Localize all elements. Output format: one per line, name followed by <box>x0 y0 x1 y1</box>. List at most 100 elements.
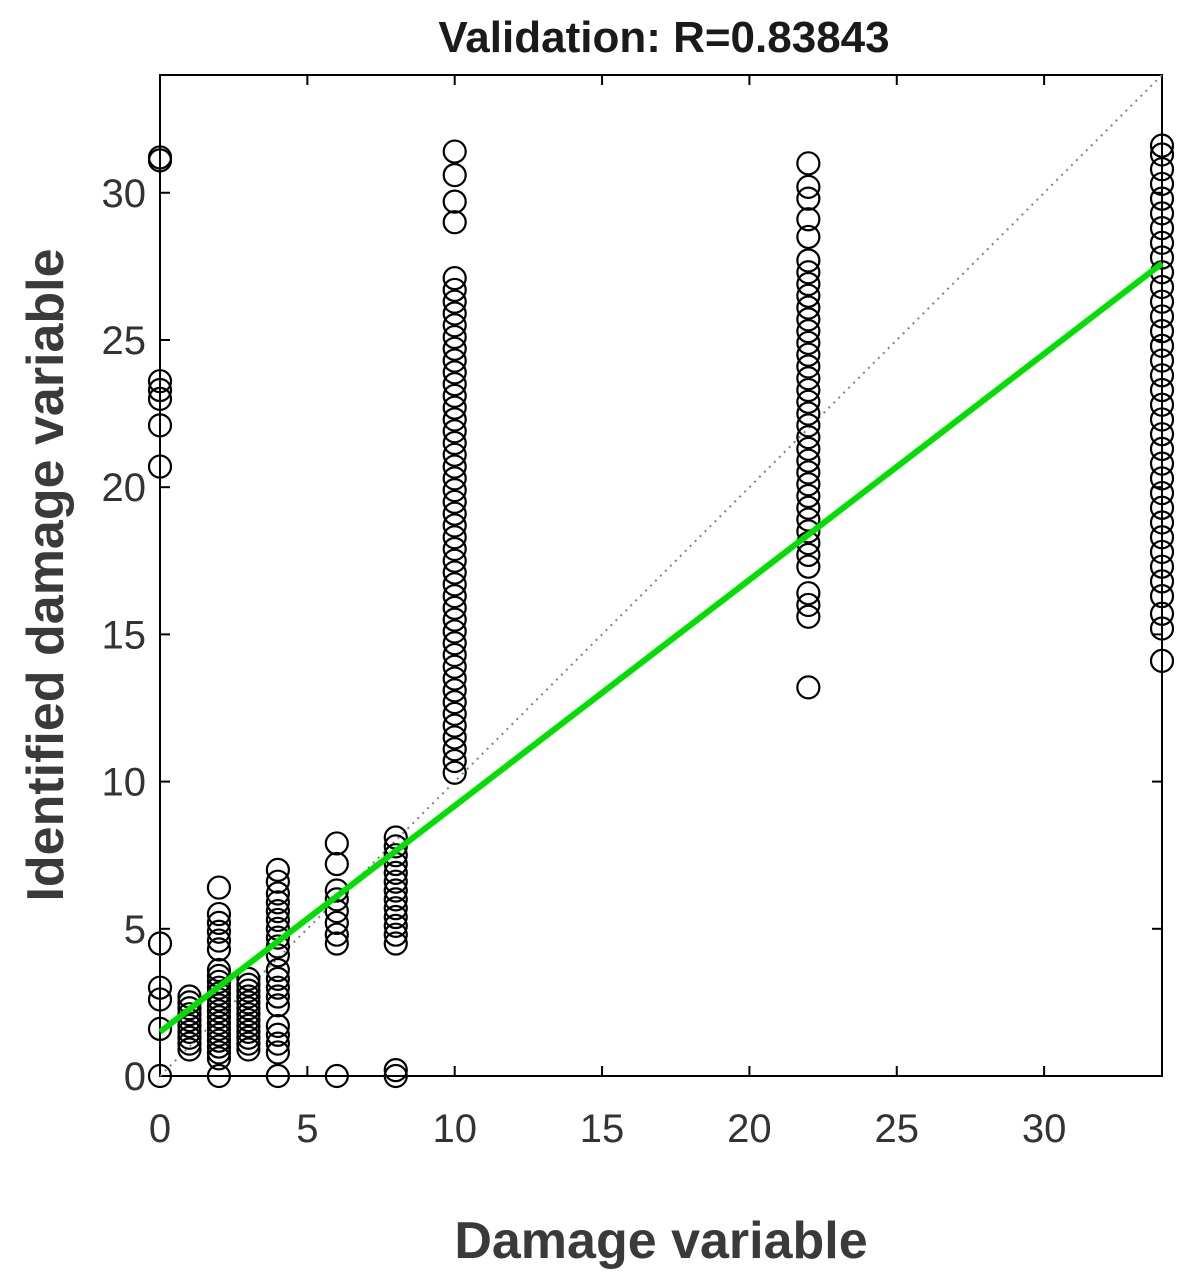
data-point <box>236 1002 261 1027</box>
data-point <box>442 489 467 514</box>
data-point <box>1149 319 1175 344</box>
x-axis: 0 5 10 15 20 25 30 <box>149 75 1066 1151</box>
data-point <box>442 407 467 432</box>
data-point <box>324 910 349 936</box>
data-point <box>796 319 821 344</box>
data-point <box>324 851 349 877</box>
data-point <box>383 913 408 938</box>
data-point <box>206 1005 232 1030</box>
data-point <box>147 377 173 403</box>
data-point <box>442 466 467 491</box>
data-point <box>383 1058 408 1083</box>
data-point <box>442 607 467 632</box>
y-tick-label: 30 <box>102 172 147 216</box>
data-point <box>796 472 821 497</box>
data-point <box>442 513 467 538</box>
data-point <box>442 701 467 726</box>
data-point <box>147 145 173 170</box>
data-point <box>236 1037 261 1062</box>
data-point <box>442 139 467 164</box>
data-point <box>147 975 173 1000</box>
data-point <box>442 748 467 774</box>
data-point <box>147 1016 173 1041</box>
data-point <box>1149 466 1175 491</box>
data-point <box>1149 422 1175 447</box>
data-point <box>442 313 467 338</box>
data-point <box>1149 289 1175 314</box>
data-point <box>1149 157 1175 182</box>
data-point <box>1149 230 1175 255</box>
data-point <box>796 581 821 606</box>
data-point <box>442 619 467 644</box>
data-point <box>265 1040 290 1065</box>
data-point <box>147 1063 173 1089</box>
data-point <box>236 1025 261 1050</box>
data-point <box>796 271 821 297</box>
data-point <box>442 560 467 585</box>
y-tick-label: 20 <box>102 466 147 510</box>
data-point <box>442 360 467 385</box>
data-point <box>796 366 821 391</box>
data-point <box>265 881 290 906</box>
data-point <box>442 348 467 373</box>
data-point <box>796 151 821 176</box>
x-tick-label: 0 <box>149 1107 171 1151</box>
data-point <box>796 401 821 426</box>
data-point <box>796 604 821 629</box>
data-point <box>1149 333 1175 358</box>
y-tick-label: 15 <box>102 613 147 657</box>
x-tick-label: 25 <box>875 1107 920 1151</box>
data-point <box>177 1013 202 1039</box>
data-point <box>442 631 467 656</box>
x-tick-label: 20 <box>727 1107 772 1151</box>
identity-line <box>159 74 1163 1077</box>
y-tick-label: 10 <box>102 761 147 805</box>
data-point <box>1149 245 1175 270</box>
data-point <box>442 383 467 409</box>
chart-title: Validation: R=0.83843 <box>438 13 889 62</box>
data-point <box>796 307 821 332</box>
data-point <box>383 869 408 894</box>
data-point <box>147 369 173 394</box>
data-point <box>796 425 821 450</box>
data-point <box>1149 392 1175 417</box>
data-point <box>442 336 467 361</box>
data-point <box>796 295 821 320</box>
data-point <box>1149 495 1175 520</box>
data-point <box>442 584 467 609</box>
data-point <box>796 436 821 462</box>
data-point <box>442 163 467 188</box>
data-point <box>236 966 261 991</box>
data-point <box>442 478 467 503</box>
data-point <box>265 1031 290 1056</box>
data-point <box>796 542 821 567</box>
data-point <box>1149 451 1175 476</box>
data-point <box>796 483 821 509</box>
data-point <box>796 248 821 273</box>
data-point <box>236 1031 261 1056</box>
data-point <box>442 725 467 750</box>
data-point <box>796 377 821 403</box>
data-point <box>1149 525 1175 550</box>
data-point <box>442 419 467 444</box>
data-point <box>1149 274 1175 300</box>
data-point <box>147 386 173 411</box>
data-point <box>796 507 821 532</box>
data-point <box>1149 554 1175 579</box>
data-point <box>177 1031 202 1056</box>
data-point <box>796 260 821 285</box>
data-point <box>147 413 173 438</box>
data-point <box>1149 569 1175 594</box>
data-point <box>383 931 408 956</box>
data-point <box>796 554 821 579</box>
data-point <box>442 454 467 479</box>
data-point <box>236 972 261 997</box>
data-point <box>442 678 467 703</box>
data-point <box>442 536 467 562</box>
data-point <box>796 413 821 438</box>
data-point <box>206 875 232 900</box>
y-tick-label: 0 <box>124 1055 146 1099</box>
data-point <box>442 501 467 526</box>
data-point <box>1149 584 1175 609</box>
data-point <box>147 454 173 479</box>
